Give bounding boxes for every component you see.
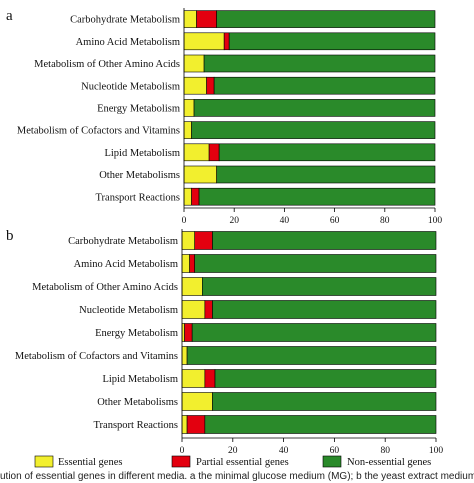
bar-segment xyxy=(213,76,436,95)
panel-label: a xyxy=(6,8,13,24)
x-tick-label: 60 xyxy=(330,446,340,456)
bar-segment xyxy=(184,323,193,342)
chart-panel-a: a Carbohydrate Metabolism Amino Acid Metab… xyxy=(6,8,442,226)
chart-panel-b: b Carbohydrate Metabolism Amino Acid Metab… xyxy=(6,228,443,456)
bar-segment xyxy=(183,99,195,117)
category-label: Amino Acid Metabolism xyxy=(76,37,180,48)
category-label: Other Metabolisms xyxy=(99,170,180,181)
legend-label: Non-essential genes xyxy=(347,457,431,468)
bar-segment xyxy=(204,300,213,319)
category-label: Carbohydrate Metabolism xyxy=(68,236,178,247)
bar-segment xyxy=(198,187,436,206)
bar-segment xyxy=(191,323,437,342)
x-tick-label: 0 xyxy=(182,216,187,226)
legend: Essential genes Partial essential genes No… xyxy=(34,455,431,468)
bar-segment xyxy=(186,415,206,434)
bar-segment xyxy=(216,10,436,28)
legend-label: Essential genes xyxy=(58,457,122,468)
x-tick-label: 80 xyxy=(380,216,390,226)
category-label: Amino Acid Metabolism xyxy=(74,259,178,270)
bar-segment xyxy=(181,254,190,273)
category-label: Metabolism of Cofactors and Vitamins xyxy=(15,351,178,362)
bar-segment xyxy=(212,392,437,411)
bar-segment xyxy=(181,277,203,296)
bar-segment xyxy=(183,32,225,51)
x-tick-label: 20 xyxy=(229,216,239,226)
x-tick-label: 80 xyxy=(380,446,390,456)
category-label: Lipid Metabolism xyxy=(104,148,180,159)
category-label: Other Metabolisms xyxy=(97,397,178,408)
bar-segment xyxy=(191,187,200,206)
category-label: Metabolism of Other Amino Acids xyxy=(34,59,180,70)
category-label: Energy Metabolism xyxy=(95,328,178,339)
category-label: Lipid Metabolism xyxy=(102,374,178,385)
x-tick-label: 100 xyxy=(429,446,444,456)
bar-segment xyxy=(181,346,188,365)
bar-segment xyxy=(181,231,195,250)
bar-segment xyxy=(181,300,206,319)
category-label: Transport Reactions xyxy=(96,192,180,203)
legend-swatch xyxy=(171,455,191,468)
x-tick-label: 0 xyxy=(180,446,185,456)
bar-segment xyxy=(183,54,205,73)
bar-segment xyxy=(216,165,436,184)
bar-segment xyxy=(183,10,197,28)
bar-segment xyxy=(181,369,206,388)
bar-segment xyxy=(218,143,436,162)
legend-label: Partial essential genes xyxy=(196,457,289,468)
bar-segment xyxy=(196,10,217,28)
category-label: Transport Reactions xyxy=(94,420,178,431)
category-label: Metabolism of Cofactors and Vitamins xyxy=(17,126,180,137)
bar-segment xyxy=(206,76,215,95)
x-tick-label: 100 xyxy=(428,216,443,226)
figure: a Carbohydrate Metabolism Amino Acid Metab… xyxy=(6,8,443,468)
bar-segment xyxy=(189,254,195,273)
category-label: Nucleotide Metabolism xyxy=(81,81,180,92)
x-tick-label: 60 xyxy=(330,216,340,226)
bar-segment xyxy=(214,369,437,388)
bar-segment xyxy=(204,415,437,434)
x-tick-label: 40 xyxy=(280,216,290,226)
panel-label: b xyxy=(6,228,14,244)
legend-swatch xyxy=(34,455,54,468)
bar-segment xyxy=(181,392,213,411)
bar-segment xyxy=(212,231,437,250)
category-label: Energy Metabolism xyxy=(97,104,180,115)
bar-segment xyxy=(208,143,220,162)
category-label: Metabolism of Other Amino Acids xyxy=(32,282,178,293)
bar-segment xyxy=(191,121,436,139)
figure-caption: ution of essential genes in different me… xyxy=(0,471,474,482)
bar-segment xyxy=(183,76,207,95)
bar-segment xyxy=(183,187,192,206)
category-label: Carbohydrate Metabolism xyxy=(70,15,180,26)
bar-segment xyxy=(203,54,436,73)
bar-segment xyxy=(194,231,213,250)
legend-swatch xyxy=(322,455,342,468)
x-tick-label: 20 xyxy=(228,446,238,456)
category-label: Nucleotide Metabolism xyxy=(79,305,178,316)
bar-segment xyxy=(183,165,217,184)
bar-segment xyxy=(194,254,437,273)
bar-segment xyxy=(186,346,437,365)
bar-segment xyxy=(223,32,230,51)
bar-segment xyxy=(183,143,210,162)
bar-segment xyxy=(202,277,437,296)
bar-segment xyxy=(212,300,437,319)
bar-segment xyxy=(228,32,436,51)
bar-segment xyxy=(183,121,192,139)
x-tick-label: 40 xyxy=(279,446,289,456)
bar-segment xyxy=(204,369,216,388)
bar-segment xyxy=(181,415,188,434)
bar-segment xyxy=(193,99,436,117)
